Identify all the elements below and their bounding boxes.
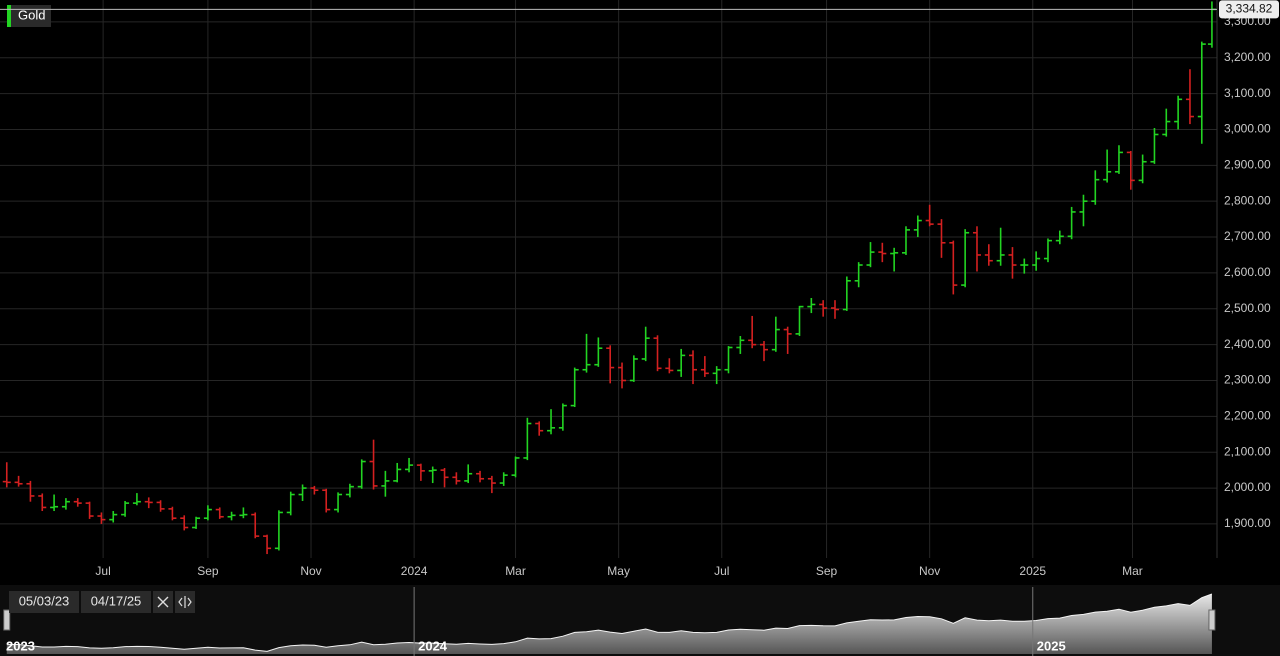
- y-tick-label: 2,200.00: [1224, 409, 1271, 423]
- last-price-label: 3,334.82: [1226, 2, 1273, 16]
- end-date-box[interactable]: [81, 591, 151, 613]
- navigator-year-label: 2023: [6, 638, 35, 653]
- reset-icon: [157, 596, 169, 608]
- navigator-year-label: 2025: [1037, 638, 1066, 653]
- x-tick-label: Mar: [505, 564, 526, 578]
- y-tick-label: 2,300.00: [1224, 373, 1271, 387]
- legend-label: Gold: [18, 7, 45, 22]
- navigator: 2023 2024 2025: [3, 587, 1216, 656]
- last-price-box: [1219, 0, 1279, 19]
- y-tick-label: 2,000.00: [1224, 480, 1271, 494]
- y-tick-label: 2,100.00: [1224, 444, 1271, 458]
- x-tick-label: Mar: [1122, 564, 1143, 578]
- y-tick-label: 2,700.00: [1224, 229, 1271, 243]
- y-tick-label: 2,800.00: [1224, 193, 1271, 207]
- grid: [0, 0, 1218, 558]
- y-tick-label: 2,600.00: [1224, 265, 1271, 279]
- x-tick-label: 2025: [1019, 564, 1046, 578]
- x-tick-label: May: [607, 564, 630, 578]
- y-tick-label: 3,000.00: [1224, 122, 1271, 136]
- x-tick-label: Nov: [300, 564, 321, 578]
- bars: [2, 1, 1216, 555]
- y-tick-label: 2,500.00: [1224, 301, 1271, 315]
- legend-swatch: [7, 5, 11, 27]
- x-tick-label: Jul: [95, 564, 110, 578]
- legend-box: [7, 5, 51, 27]
- legend: Gold: [7, 5, 51, 27]
- range-controls[interactable]: 05/03/23 04/17/25: [9, 591, 195, 613]
- y-tick-label: 3,100.00: [1224, 86, 1271, 100]
- x-tick-label: Jul: [714, 564, 729, 578]
- navigator-handle[interactable]: [3, 609, 11, 631]
- x-tick-label: Sep: [816, 564, 838, 578]
- y-tick-label: 2,900.00: [1224, 157, 1271, 171]
- navigator-year-label: 2024: [418, 638, 448, 653]
- y-tick-label: 3,200.00: [1224, 50, 1271, 64]
- start-date-box[interactable]: [9, 591, 79, 613]
- x-tick-label: Nov: [919, 564, 940, 578]
- x-tick-label: Sep: [197, 564, 219, 578]
- expand-icon: [178, 596, 192, 608]
- end-date[interactable]: 04/17/25: [91, 593, 142, 608]
- y-tick-label: 1,900.00: [1224, 516, 1271, 530]
- x-tick-label: 2024: [401, 564, 428, 578]
- navigator-handle[interactable]: [1208, 609, 1216, 631]
- navigator-area: [6, 594, 1212, 654]
- start-date[interactable]: 05/03/23: [19, 593, 70, 608]
- y-tick-label: 2,400.00: [1224, 337, 1271, 351]
- navigator-line: [6, 593, 1213, 652]
